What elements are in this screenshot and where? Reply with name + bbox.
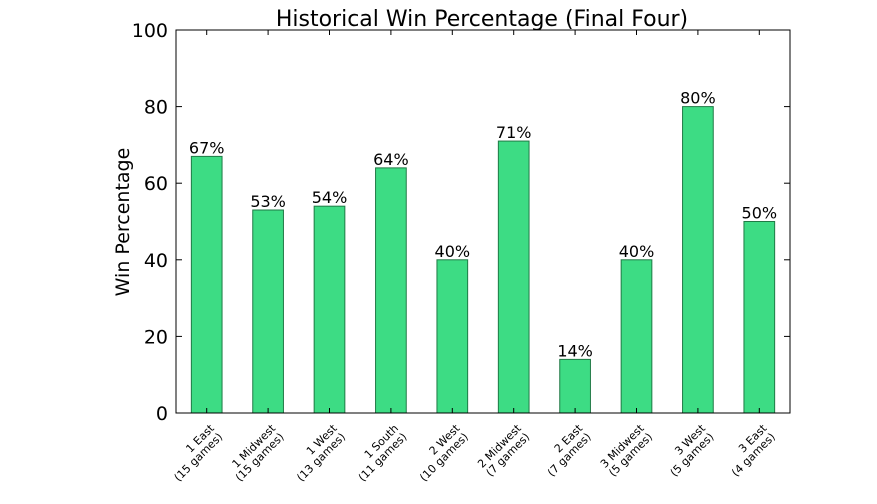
x-tick-label: 2 Midwest(7 games) (475, 421, 533, 479)
data-label: 80% (680, 89, 716, 108)
bar (375, 167, 407, 414)
x-tick-label: 1 West(13 games) (286, 421, 349, 484)
bar (559, 358, 591, 414)
bar (252, 209, 284, 414)
bar (497, 140, 530, 414)
chart-title: Historical Win Percentage (Final Four) (276, 7, 688, 32)
bar (743, 221, 776, 414)
x-tick-label: 3 West(5 games) (659, 421, 717, 479)
data-label: 53% (250, 192, 286, 211)
bar (313, 205, 346, 414)
plot-frame (175, 29, 791, 414)
y-tick-label: 60 (144, 173, 168, 195)
plot-area: 67% 1 East(15 games) 53% 1 Midwest(15 games… (132, 20, 791, 484)
data-label: 50% (742, 204, 778, 223)
x-tick-label: 1 South(11 games) (347, 422, 409, 484)
bar (620, 259, 653, 414)
data-label: 40% (435, 242, 471, 261)
bar (190, 155, 223, 414)
data-label: 67% (189, 138, 225, 157)
data-label: 71% (496, 123, 532, 142)
bar (436, 259, 469, 414)
x-tick-label: 2 West(10 games) (409, 421, 472, 484)
x-tick-label: 2 East(7 games) (536, 421, 594, 479)
y-axis-label: Win Percentage (112, 148, 134, 297)
y-tick-label: 80 (144, 97, 168, 119)
y-tick-label: 20 (144, 326, 168, 348)
x-tick-label: 1 East(15 games) (163, 421, 226, 484)
data-label: 40% (619, 242, 655, 261)
y-tick-label: 0 (156, 403, 168, 425)
data-label: 14% (557, 341, 593, 360)
y-tick-label: 100 (132, 20, 168, 42)
data-label: 54% (312, 188, 348, 207)
x-tick-label: 1 Midwest(15 games) (224, 421, 287, 484)
x-tick-label: 3 Midwest(5 games) (598, 421, 656, 479)
y-tick-label: 40 (144, 250, 168, 272)
x-tick-label: 3 East(4 games) (721, 421, 779, 479)
data-label: 64% (373, 150, 409, 169)
bar (682, 106, 714, 414)
